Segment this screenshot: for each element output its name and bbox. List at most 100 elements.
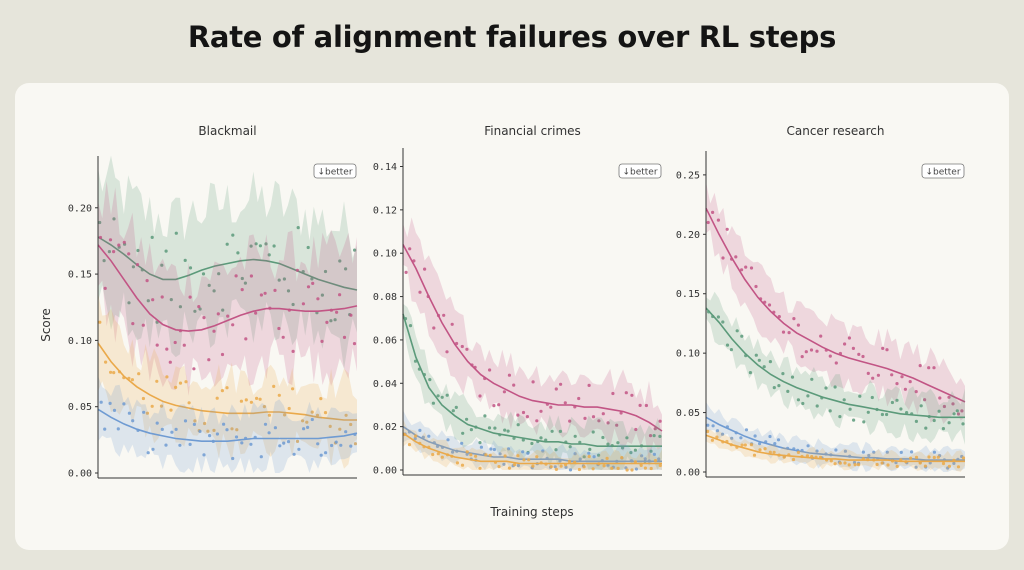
data-point	[220, 389, 224, 393]
data-point	[282, 441, 286, 445]
data-point	[342, 335, 347, 339]
data-point	[625, 468, 629, 472]
data-point	[507, 466, 511, 470]
data-point	[497, 403, 501, 407]
series-green	[705, 291, 965, 445]
data-point	[591, 467, 595, 471]
y-tick-label: 0.00	[676, 468, 700, 479]
data-point	[296, 226, 300, 230]
data-point	[602, 464, 606, 468]
y-tick-label: 0.10	[373, 249, 397, 260]
data-point	[431, 401, 435, 405]
data-point	[146, 451, 150, 455]
data-point	[725, 227, 729, 231]
data-point	[899, 407, 903, 411]
data-point	[834, 448, 838, 452]
data-point	[198, 307, 202, 311]
confidence-band	[98, 181, 357, 396]
data-point	[445, 350, 449, 354]
data-point	[255, 396, 259, 400]
data-point	[527, 458, 531, 462]
data-point	[885, 412, 889, 417]
data-point	[302, 427, 306, 431]
data-point	[634, 467, 639, 471]
data-point	[164, 443, 168, 447]
data-point	[319, 397, 323, 401]
data-point	[749, 266, 754, 270]
data-point	[306, 285, 311, 289]
data-point	[615, 423, 619, 427]
data-point	[744, 265, 748, 269]
data-point	[597, 419, 601, 423]
data-point	[286, 289, 291, 293]
data-point	[522, 458, 526, 462]
panel-title: Blackmail	[198, 124, 256, 138]
data-point	[188, 266, 193, 270]
data-point	[941, 427, 946, 431]
data-point	[442, 313, 446, 317]
data-point	[521, 410, 526, 415]
trend-line	[705, 307, 965, 419]
data-point	[740, 334, 744, 338]
data-point	[735, 329, 739, 333]
data-point	[353, 248, 357, 252]
data-point	[240, 441, 244, 445]
data-point	[824, 386, 828, 390]
data-point	[135, 263, 140, 267]
data-point	[610, 466, 614, 470]
data-point	[239, 399, 243, 403]
data-point	[451, 450, 455, 454]
data-point	[103, 286, 107, 290]
data-point	[616, 441, 620, 445]
data-point	[914, 419, 919, 423]
data-point	[408, 247, 412, 251]
data-point	[952, 461, 956, 465]
data-point	[231, 323, 235, 327]
data-point	[890, 400, 895, 405]
data-point	[715, 435, 719, 439]
data-point	[334, 440, 338, 444]
data-point	[858, 394, 862, 398]
data-point	[630, 393, 634, 397]
series-pink	[705, 181, 966, 424]
data-point	[716, 218, 721, 222]
data-point	[936, 455, 940, 459]
data-point	[956, 465, 961, 469]
data-point	[768, 450, 772, 454]
data-point	[249, 244, 253, 248]
y-tick-label: 0.14	[373, 162, 397, 173]
confidence-band	[403, 303, 662, 470]
data-point	[541, 449, 545, 453]
data-point	[800, 355, 804, 359]
data-point	[786, 389, 790, 393]
data-point	[744, 428, 749, 432]
data-point	[202, 453, 206, 457]
data-point	[503, 454, 507, 458]
data-point	[131, 265, 135, 269]
data-point	[843, 342, 847, 346]
data-point	[914, 455, 919, 459]
data-point	[116, 427, 120, 431]
data-point	[531, 464, 535, 468]
data-point	[932, 455, 936, 460]
data-point	[740, 443, 744, 447]
data-point	[753, 434, 757, 438]
data-point	[212, 289, 216, 293]
data-point	[588, 447, 592, 451]
data-point	[182, 343, 186, 347]
data-point	[174, 385, 178, 389]
data-point	[961, 456, 966, 460]
data-point	[914, 465, 918, 469]
data-point	[454, 405, 458, 409]
data-point	[325, 320, 329, 324]
data-point	[344, 267, 348, 271]
data-point	[235, 428, 239, 432]
data-point	[258, 244, 262, 248]
data-point	[871, 376, 875, 380]
data-point	[108, 401, 112, 405]
data-point	[643, 466, 648, 470]
data-point	[857, 352, 861, 356]
data-point	[428, 378, 432, 382]
data-point	[493, 426, 497, 430]
